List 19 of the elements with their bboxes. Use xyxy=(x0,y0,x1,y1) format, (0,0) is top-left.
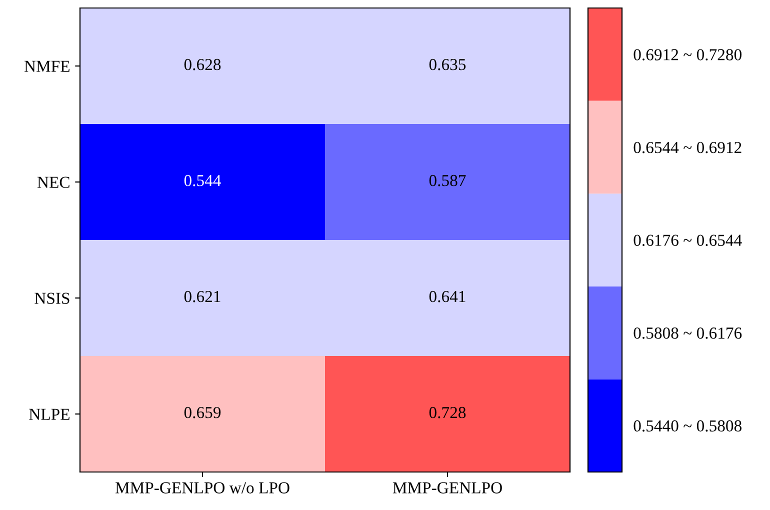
color-bar-label: 0.6544 ~ 0.6912 xyxy=(634,142,742,154)
data-label: 0.621 xyxy=(184,290,220,302)
y-tick-label: NEC xyxy=(37,176,70,188)
x-tick-label: MMP-GENLPO xyxy=(392,482,502,494)
data-label: 0.635 xyxy=(429,58,466,70)
y-tick-label: NMFE xyxy=(24,60,70,72)
data-label: 0.659 xyxy=(184,406,221,418)
y-tick-label: NLPE xyxy=(29,408,70,420)
color-bar-label: 0.5440 ~ 0.5808 xyxy=(634,420,742,432)
data-label: 0.628 xyxy=(184,58,221,70)
data-label: 0.728 xyxy=(429,406,466,418)
data-label: 0.544 xyxy=(184,174,221,186)
color-bar-label: 0.5808 ~ 0.6176 xyxy=(634,328,742,339)
data-label: 0.641 xyxy=(429,290,466,302)
data-label: 0.587 xyxy=(429,174,466,186)
color-bar-label: 0.6176 ~ 0.6544 xyxy=(634,234,742,246)
color-bar-label: 0.6912 ~ 0.7280 xyxy=(634,49,742,60)
y-tick-label: NSIS xyxy=(34,292,70,304)
x-tick-label: MMP-GENLPO w/o LPO xyxy=(115,482,290,494)
